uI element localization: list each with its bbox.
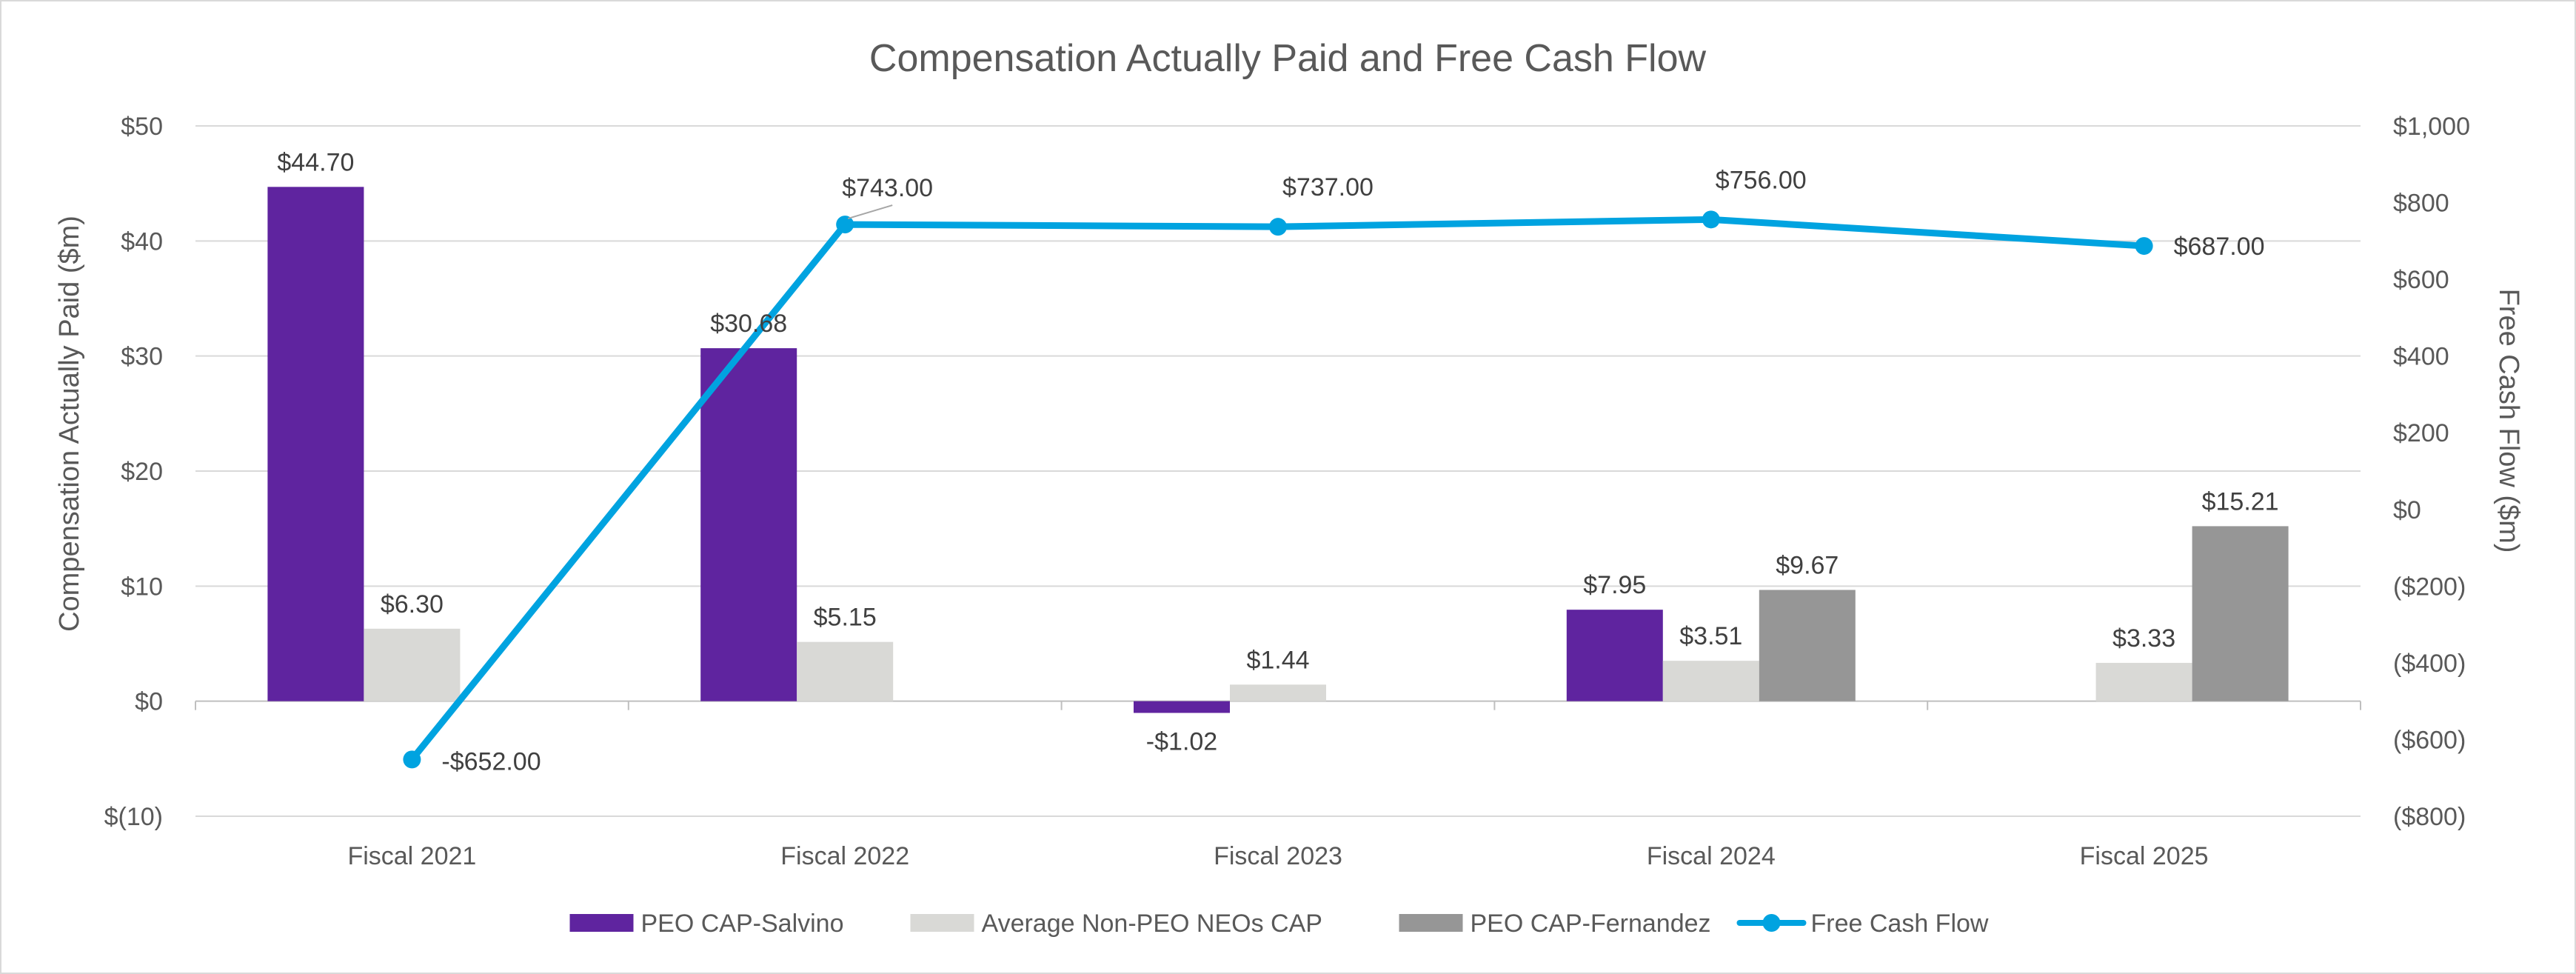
bar bbox=[1566, 610, 1663, 701]
label-layer: $44.70 $30.68 -$1.02 $7.95 $6.30 $5.15 $1.44 $3… bbox=[277, 148, 2278, 775]
right-tick-label: ($200) bbox=[2393, 573, 2466, 601]
bar-data-label: $30.68 bbox=[710, 310, 787, 338]
line-data-label: $743.00 bbox=[842, 174, 933, 202]
bar bbox=[700, 348, 797, 701]
left-tick-label: $0 bbox=[135, 688, 163, 716]
legend-swatch bbox=[569, 914, 634, 932]
bar-layer bbox=[267, 187, 2289, 713]
line-layer bbox=[403, 210, 2153, 769]
bar-data-label: $15.21 bbox=[2202, 487, 2279, 516]
left-tick-label: $10 bbox=[121, 573, 163, 601]
right-axis-title: Free Cash Flow ($m) bbox=[2493, 289, 2524, 553]
bar bbox=[364, 628, 461, 701]
right-tick-label: ($800) bbox=[2393, 803, 2466, 831]
free-cash-flow-point bbox=[403, 750, 421, 769]
left-axis-title: Compensation Actually Paid ($m) bbox=[54, 216, 85, 632]
free-cash-flow-point bbox=[1702, 210, 1720, 229]
bar-data-label: $6.30 bbox=[381, 590, 444, 618]
legend-label: PEO CAP-Salvino bbox=[641, 910, 844, 938]
legend-label: Free Cash Flow bbox=[1811, 910, 1989, 938]
left-tick-label: $20 bbox=[121, 458, 163, 486]
legend-swatch bbox=[1399, 914, 1463, 932]
line-data-label: -$652.00 bbox=[441, 747, 541, 775]
bar bbox=[797, 641, 894, 701]
bar-data-label: $44.70 bbox=[277, 148, 354, 176]
right-tick-label: $200 bbox=[2393, 419, 2449, 447]
free-cash-flow-point bbox=[2135, 237, 2153, 256]
bar-data-label: $7.95 bbox=[1583, 571, 1646, 599]
free-cash-flow-point bbox=[836, 216, 854, 234]
category-label: Fiscal 2023 bbox=[1214, 842, 1342, 870]
bar-data-label: $9.67 bbox=[1776, 551, 1839, 579]
free-cash-flow-line bbox=[408, 216, 2148, 763]
bar bbox=[1662, 661, 1759, 701]
bar-data-label: $3.51 bbox=[1679, 622, 1742, 650]
bar-data-label: $1.44 bbox=[1246, 646, 1309, 674]
legend-swatch bbox=[910, 914, 974, 932]
left-tick-label: $(10) bbox=[104, 803, 163, 831]
line-data-label: $687.00 bbox=[2174, 233, 2265, 261]
right-tick-label: ($600) bbox=[2393, 726, 2466, 754]
left-tick-label: $40 bbox=[121, 227, 163, 256]
bar bbox=[2192, 526, 2289, 701]
bar bbox=[267, 187, 364, 701]
free-cash-flow-point bbox=[1269, 218, 1287, 236]
left-tick-label: $30 bbox=[121, 343, 163, 371]
bar-data-label: -$1.02 bbox=[1146, 728, 1217, 756]
legend-label: Average Non-PEO NEOs CAP bbox=[982, 910, 1322, 938]
bar bbox=[2095, 662, 2192, 701]
legend-label: PEO CAP-Fernandez bbox=[1471, 910, 1711, 938]
right-tick-label: $600 bbox=[2393, 266, 2449, 294]
bar-data-label: $3.33 bbox=[2112, 624, 2175, 653]
left-tick-label: $50 bbox=[121, 113, 163, 141]
bar-data-label: $5.15 bbox=[814, 604, 877, 632]
right-tick-label: $0 bbox=[2393, 496, 2421, 524]
right-tick-label: $1,000 bbox=[2393, 113, 2470, 141]
category-label: Fiscal 2021 bbox=[347, 842, 476, 870]
right-tick-label: $400 bbox=[2393, 343, 2449, 371]
bar bbox=[1134, 701, 1230, 713]
bar bbox=[1759, 590, 1856, 701]
line-data-label: $737.00 bbox=[1282, 173, 1374, 201]
right-tick-label: $800 bbox=[2393, 190, 2449, 218]
right-tick-label: ($400) bbox=[2393, 650, 2466, 678]
category-label: Fiscal 2025 bbox=[2080, 842, 2209, 870]
chart-title: Compensation Actually Paid and Free Cash… bbox=[869, 37, 1707, 80]
bar bbox=[1230, 684, 1326, 701]
legend-layer: PEO CAP-Salvino Average Non-PEO NEOs CAP P… bbox=[569, 910, 1989, 938]
category-label: Fiscal 2022 bbox=[780, 842, 909, 870]
axis-layer: $(10) $0 $10 $20 $30 $40 $50 ($800) ($600) ($400)… bbox=[104, 113, 2470, 870]
line-data-label: $756.00 bbox=[1716, 166, 1807, 194]
legend-marker bbox=[1762, 914, 1781, 932]
data-label-leader bbox=[847, 204, 893, 220]
category-label: Fiscal 2024 bbox=[1647, 842, 1776, 870]
